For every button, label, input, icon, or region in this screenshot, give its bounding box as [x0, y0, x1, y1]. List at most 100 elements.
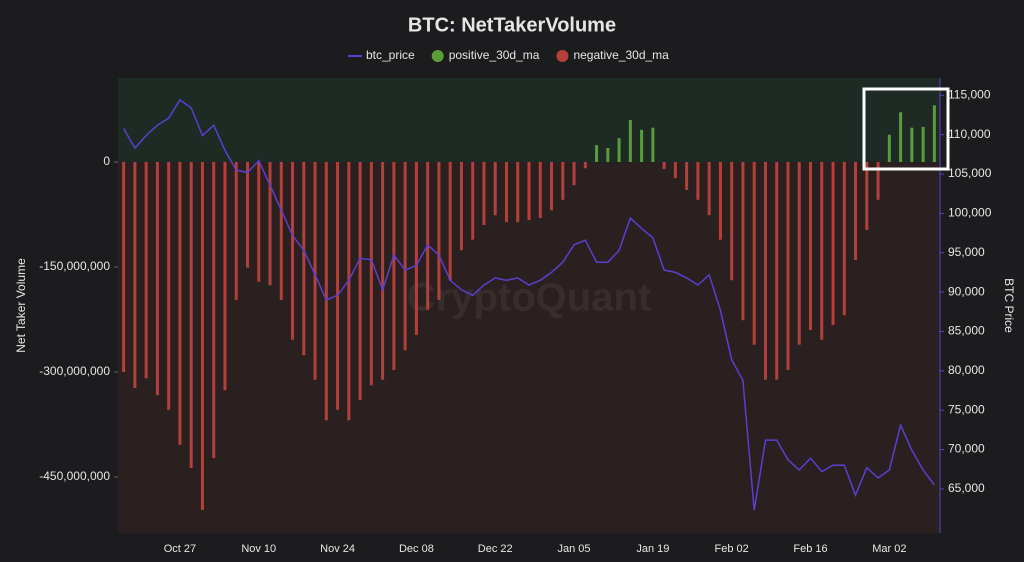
bar: [561, 162, 565, 200]
bar: [358, 162, 362, 400]
bar: [324, 162, 328, 421]
bar: [854, 162, 858, 260]
bar: [921, 127, 925, 162]
bar: [741, 162, 745, 321]
bar: [718, 162, 722, 240]
legend-swatch: [431, 50, 444, 62]
bar: [504, 162, 508, 223]
y-tick-label: 0: [103, 154, 110, 168]
y-axis-label: Net Taker Volume: [14, 258, 28, 353]
bar: [189, 162, 193, 468]
bar: [707, 162, 711, 216]
bar: [144, 162, 148, 379]
bar: [336, 162, 340, 410]
x-tick-label: Nov 24: [320, 543, 355, 555]
y2-axis-label: BTC Price: [1002, 278, 1016, 333]
x-tick-label: Mar 02: [872, 543, 906, 555]
bar: [279, 162, 283, 300]
y2-tick-label: 75,000: [948, 402, 985, 416]
bar: [403, 162, 407, 351]
bar: [786, 162, 790, 370]
bar: [617, 138, 621, 162]
bar: [527, 162, 531, 221]
bar: [122, 162, 126, 372]
bar: [178, 162, 182, 445]
bar: [302, 162, 306, 356]
bar: [685, 162, 689, 190]
bar: [369, 162, 373, 386]
legend-label: negative_30d_ma: [573, 48, 669, 62]
legend: btc_price positive_30d_ma negative_30d_ma: [348, 48, 669, 62]
y2-tick-label: 90,000: [948, 284, 985, 298]
bar: [876, 162, 880, 200]
chart-title: BTC: NetTakerVolume: [408, 14, 616, 36]
bar: [831, 162, 835, 326]
y-tick-label: -450,000,000: [39, 469, 110, 483]
y-tick-label: -300,000,000: [39, 364, 110, 378]
bar: [775, 162, 779, 380]
price-line: [122, 98, 935, 511]
highlight-box: [862, 87, 950, 171]
bar: [471, 162, 475, 240]
y2-tick-label: 105,000: [948, 166, 992, 180]
bar: [448, 162, 452, 281]
y2-tick-label: 80,000: [948, 363, 985, 377]
bar: [763, 162, 767, 380]
bar: [572, 162, 576, 186]
y2-tick-label: 85,000: [948, 324, 985, 338]
bar: [347, 162, 351, 421]
bar: [437, 162, 441, 300]
bar: [595, 145, 599, 162]
bar: [392, 162, 396, 370]
bar: [550, 162, 554, 211]
bar: [291, 162, 295, 340]
bar: [583, 162, 587, 169]
bar: [651, 127, 655, 162]
x-tick-label: Feb 16: [793, 543, 827, 555]
bar: [493, 162, 497, 216]
y2-tick-label: 100,000: [948, 206, 992, 220]
bar: [752, 162, 756, 345]
bar: [268, 162, 272, 286]
bar: [809, 162, 813, 330]
bar: [133, 162, 137, 389]
negative-region: [118, 162, 940, 533]
bar: [673, 162, 677, 179]
x-tick-label: Dec 22: [478, 543, 513, 555]
positive-region: [118, 78, 940, 162]
x-tick-label: Feb 02: [715, 543, 749, 555]
watermark: CryptoQuant: [407, 276, 651, 320]
y2-tick-label: 115,000: [948, 87, 991, 101]
bar: [887, 134, 891, 162]
x-tick-label: Jan 05: [558, 543, 591, 555]
bar: [628, 120, 632, 162]
bar: [155, 162, 159, 396]
bar: [167, 162, 171, 410]
bar: [245, 162, 249, 268]
bar: [730, 162, 734, 281]
bar: [797, 162, 801, 345]
x-tick-label: Oct 27: [164, 543, 196, 555]
legend-swatch: [556, 50, 569, 62]
legend-label: btc_price: [366, 48, 415, 62]
bar: [696, 162, 700, 200]
bar: [313, 162, 317, 380]
bar: [538, 162, 542, 218]
bar: [842, 162, 846, 316]
bar: [910, 127, 914, 162]
y2-tick-label: 70,000: [948, 442, 985, 456]
bar: [606, 148, 610, 162]
bar: [223, 162, 227, 391]
bar: [381, 162, 385, 380]
bar: [482, 162, 486, 225]
bar: [932, 105, 936, 162]
bar: [899, 112, 903, 162]
bar: [234, 162, 238, 300]
bar: [865, 162, 869, 230]
x-tick-label: Nov 10: [241, 543, 276, 555]
legend-label: positive_30d_ma: [449, 48, 540, 62]
y2-tick-label: 110,000: [948, 127, 991, 141]
x-tick-label: Jan 19: [636, 543, 669, 555]
